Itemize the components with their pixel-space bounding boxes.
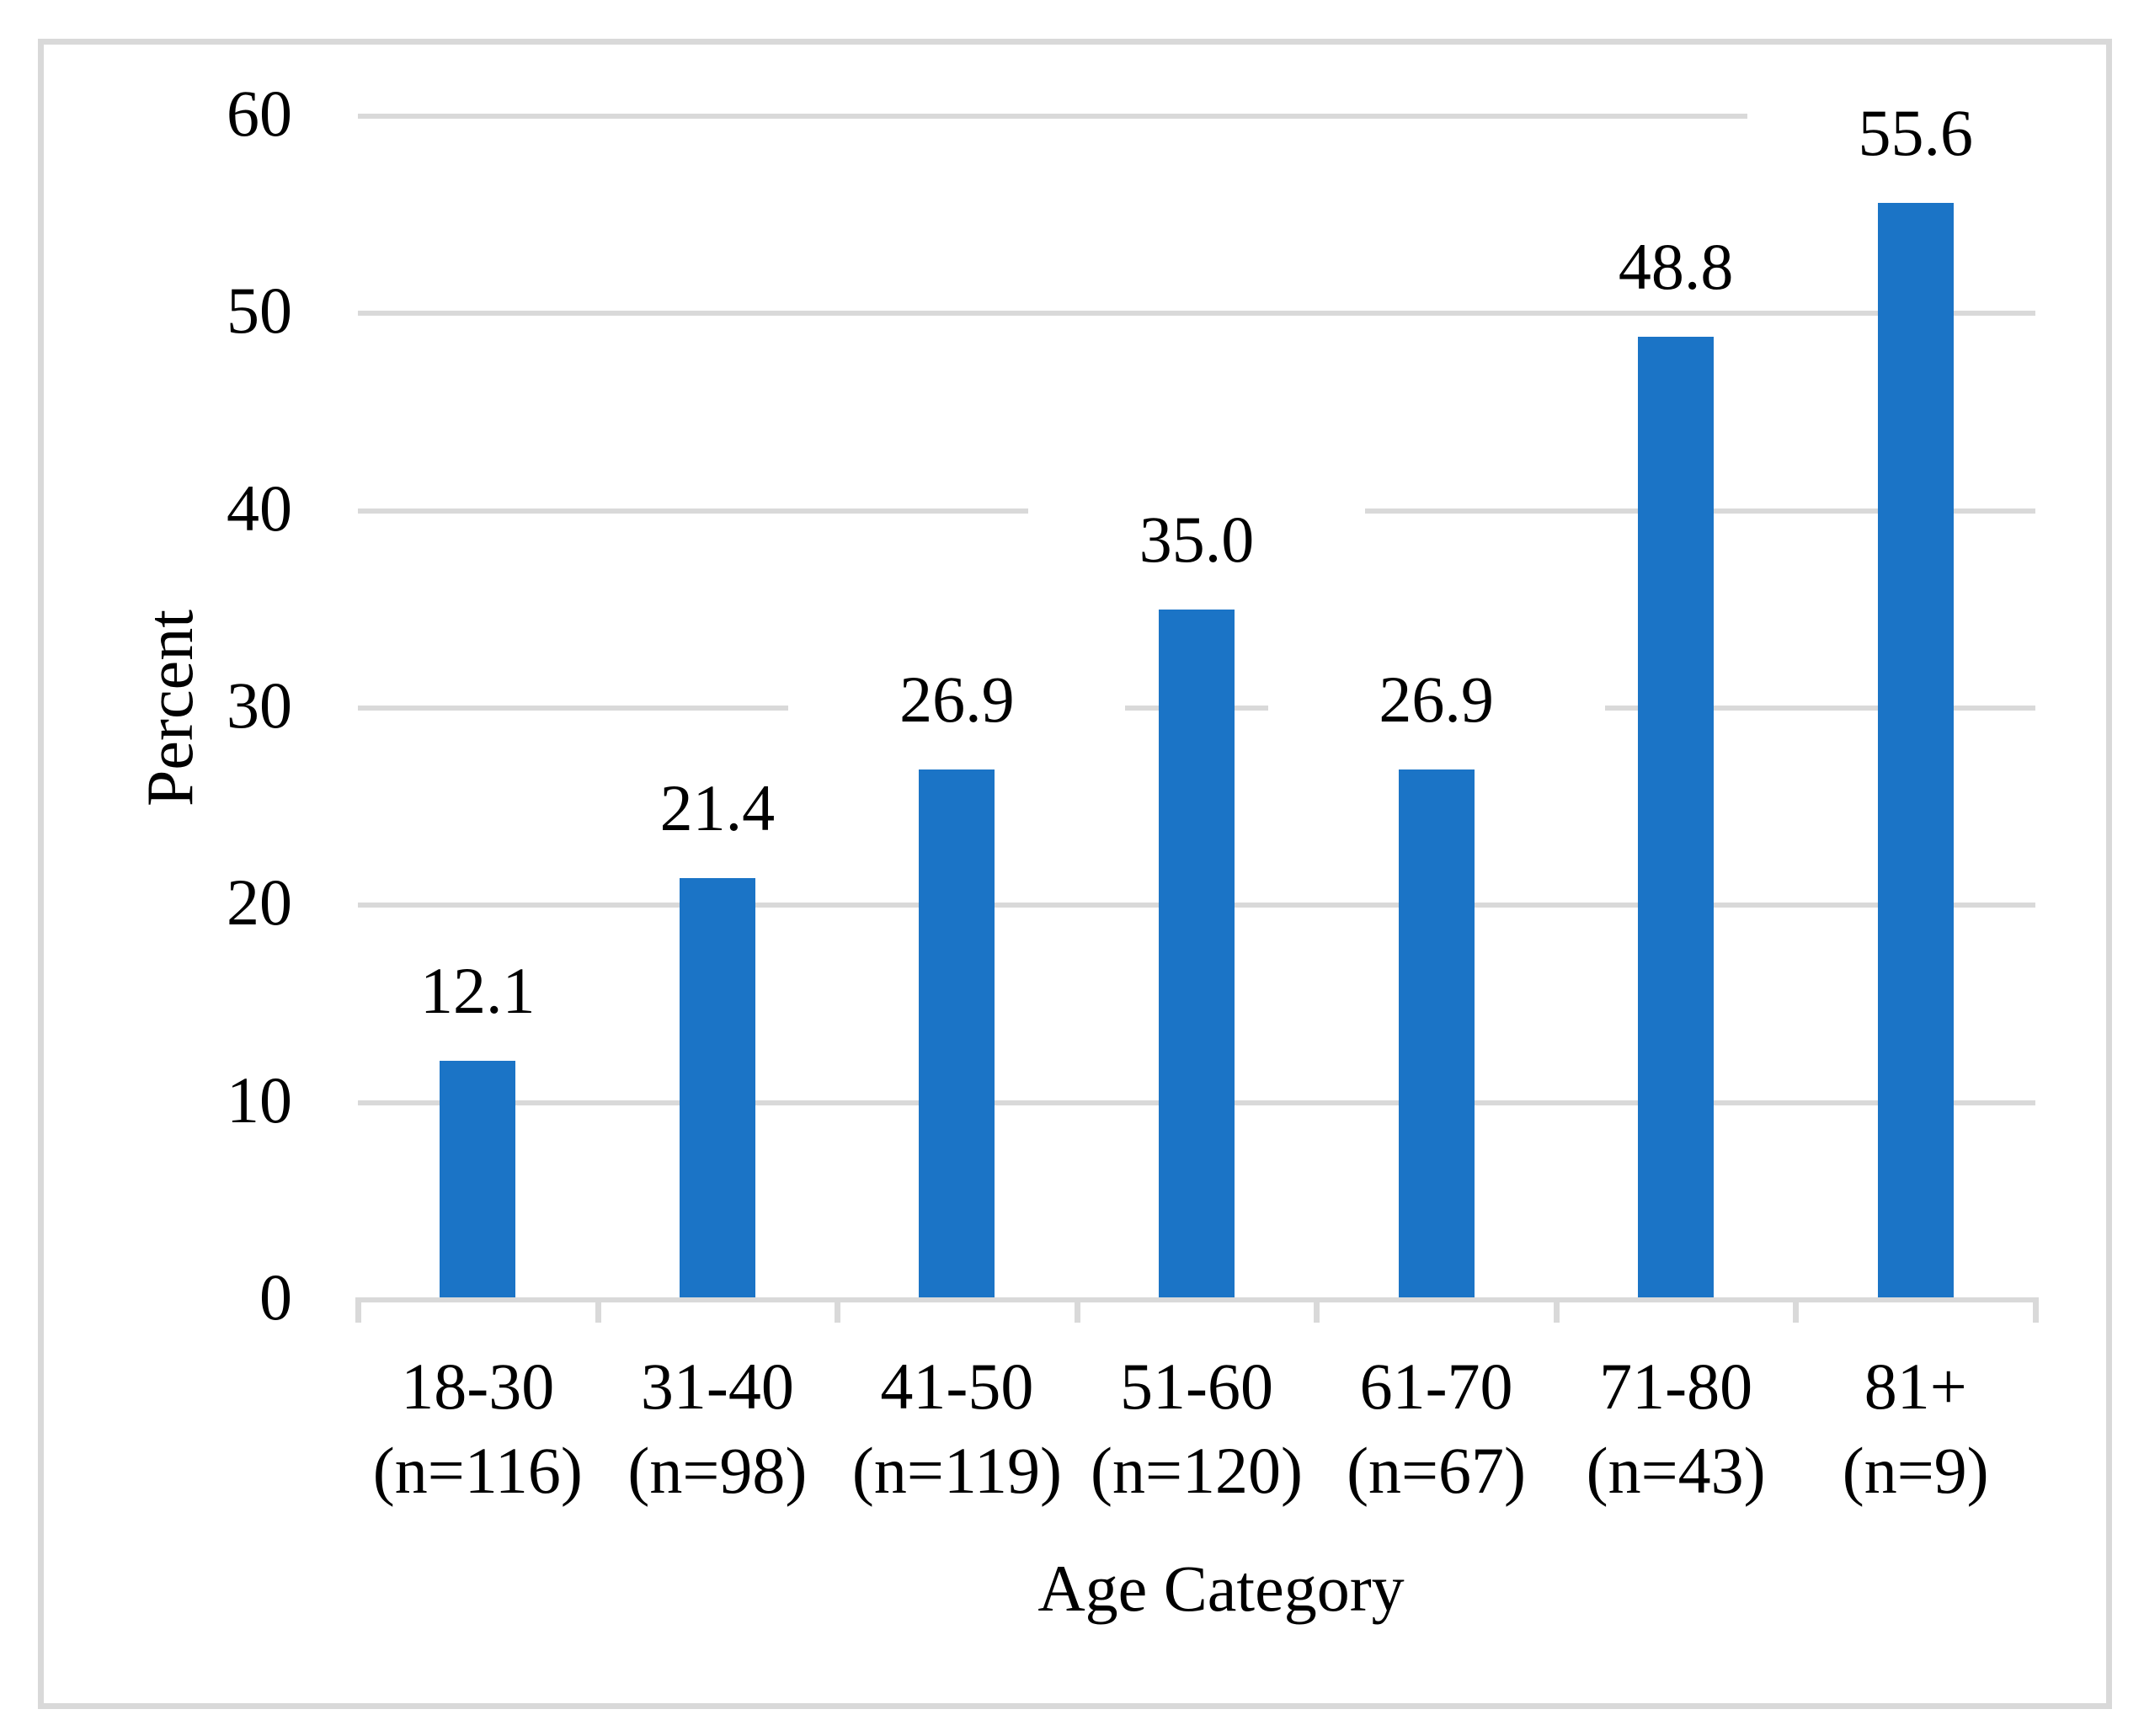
x-tick-label-range: 31-40: [640, 1350, 794, 1423]
bar-value-label: 21.4: [548, 775, 886, 841]
axis-tick: [2033, 1297, 2039, 1323]
bar: [919, 769, 995, 1297]
x-tick-label-n: (n=120): [1091, 1434, 1303, 1507]
x-tick-label-n: (n=116): [372, 1434, 583, 1507]
axis-baseline: [355, 1297, 2038, 1302]
x-tick-label-n: (n=43): [1586, 1434, 1766, 1507]
bar: [1638, 337, 1715, 1297]
bar: [1398, 769, 1475, 1297]
x-tick-label-n: (n=119): [851, 1434, 1062, 1507]
x-tick-label-range: 71-80: [1599, 1350, 1753, 1423]
gridline: [358, 114, 2035, 119]
bar-value-label: 48.8: [1507, 234, 1845, 301]
y-tick-label: 60: [227, 77, 292, 150]
x-tick-label-n: (n=98): [627, 1434, 808, 1507]
bar: [440, 1061, 516, 1297]
x-tick-label: 31-40 (n=98): [591, 1345, 844, 1513]
x-axis-title: Age Category: [1037, 1552, 1405, 1625]
axis-tick: [1314, 1297, 1320, 1323]
x-tick-label: 51-60 (n=120): [1070, 1345, 1323, 1513]
bar: [1159, 609, 1235, 1297]
bar-value-label: 26.9: [1267, 666, 1605, 732]
x-tick-label: 18-30 (n=116): [351, 1345, 604, 1513]
x-tick-label-range: 51-60: [1120, 1350, 1273, 1423]
x-tick-label-range: 61-70: [1359, 1350, 1513, 1423]
bar-value-label: 35.0: [1028, 506, 1365, 572]
bar-value-label: 55.6: [1747, 100, 2084, 167]
y-tick-label: 0: [259, 1260, 292, 1334]
y-tick-label: 20: [227, 865, 292, 940]
y-axis-title: Percent: [133, 610, 206, 807]
axis-tick: [595, 1297, 601, 1323]
axis-tick: [835, 1297, 841, 1323]
x-tick-label-range: 81+: [1864, 1350, 1967, 1423]
bar-value-label: 12.1: [309, 958, 647, 1025]
x-tick-label: 61-70 (n=67): [1310, 1345, 1563, 1513]
gridline: [358, 311, 2035, 317]
axis-tick: [355, 1297, 361, 1323]
x-tick-label: 71-80 (n=43): [1549, 1345, 1802, 1513]
x-tick-label-range: 41-50: [880, 1350, 1034, 1423]
axis-tick: [1553, 1297, 1560, 1323]
x-tick-label-n: (n=67): [1347, 1434, 1527, 1507]
x-tick-label-range: 18-30: [401, 1350, 555, 1423]
y-tick-label: 40: [227, 471, 292, 545]
axis-tick: [1074, 1297, 1080, 1323]
bar-value-label: 26.9: [788, 666, 1126, 732]
bar: [679, 877, 755, 1297]
y-tick-label: 30: [227, 668, 292, 742]
axis-tick: [1793, 1297, 1800, 1323]
y-tick-label: 50: [227, 274, 292, 348]
y-tick-label: 10: [227, 1062, 292, 1137]
x-tick-label: 41-50 (n=119): [830, 1345, 1083, 1513]
x-tick-label-n: (n=9): [1842, 1434, 1989, 1507]
bar: [1877, 203, 1954, 1297]
chart-frame: [38, 39, 2112, 1709]
x-tick-label: 81+ (n=9): [1789, 1345, 2042, 1513]
